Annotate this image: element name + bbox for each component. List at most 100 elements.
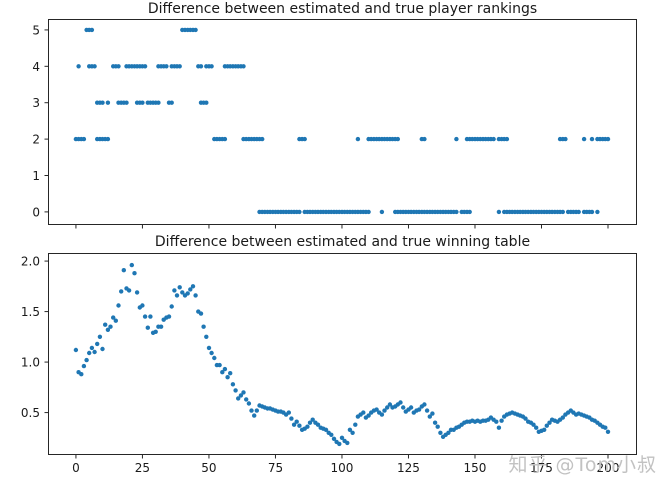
data-point	[347, 427, 353, 432]
data-point	[531, 422, 536, 427]
data-point	[605, 136, 611, 142]
data-point	[119, 289, 124, 294]
data-point	[339, 435, 345, 440]
data-point	[504, 136, 510, 142]
data-point	[193, 293, 198, 298]
data-point	[97, 334, 103, 339]
y-tick-label: 3	[32, 96, 40, 110]
plot-frame	[48, 19, 637, 225]
x-tick-label: 75	[268, 461, 283, 475]
data-point	[177, 285, 182, 290]
x-tick-label: 150	[464, 461, 487, 475]
data-point	[401, 405, 406, 410]
y-tick-label: 1.0	[21, 356, 40, 370]
data-point	[252, 413, 257, 418]
data-point	[201, 324, 206, 329]
data-point	[523, 416, 528, 421]
data-point	[355, 136, 361, 142]
data-point	[84, 357, 89, 363]
data-point	[105, 100, 111, 105]
data-point	[379, 412, 385, 417]
data-point	[212, 355, 217, 361]
data-point	[494, 419, 499, 424]
data-point	[73, 347, 79, 353]
data-point	[174, 293, 180, 298]
data-point	[435, 424, 440, 429]
axis-ticks	[44, 29, 609, 229]
data-point	[560, 209, 565, 215]
y-tick-label: 5	[32, 23, 40, 37]
data-point	[395, 136, 400, 142]
data-point	[116, 64, 121, 69]
winning-table-scatter-plot: 0.5 1.0 1.5 2.0 0 25 50 75 100 125 150 175 200	[21, 253, 637, 475]
data-point	[350, 430, 355, 435]
data-point	[236, 396, 241, 401]
data-point	[307, 420, 313, 425]
data-point	[496, 425, 502, 430]
data-point	[188, 287, 193, 292]
data-point	[172, 288, 177, 293]
data-point	[366, 209, 371, 215]
data-point	[92, 64, 97, 69]
data-point	[454, 209, 459, 215]
data-point	[331, 436, 337, 441]
data-point	[294, 419, 299, 424]
data-point	[79, 372, 84, 377]
x-tick-label: 175	[530, 461, 553, 475]
data-point	[424, 408, 430, 413]
data-point	[185, 291, 190, 296]
data-point	[315, 422, 321, 427]
data-point	[291, 422, 297, 427]
data-point	[499, 418, 504, 423]
data-point	[148, 314, 153, 319]
data-point	[467, 209, 472, 215]
data-point	[129, 262, 134, 268]
data-point	[220, 370, 225, 375]
data-point	[140, 303, 145, 308]
data-point	[228, 371, 233, 376]
axis-ticks	[44, 260, 609, 459]
plot-title-rankings: Difference between estimated and true pl…	[147, 1, 538, 17]
y-tick-label: 1	[32, 169, 40, 183]
data-point	[132, 271, 137, 276]
data-point	[491, 136, 496, 142]
data-point	[361, 410, 366, 415]
data-point	[576, 209, 581, 215]
data-point	[105, 327, 111, 332]
data-point	[113, 318, 119, 323]
data-point	[496, 209, 502, 215]
data-points	[73, 27, 611, 215]
data-point	[169, 304, 174, 309]
data-point	[438, 430, 443, 435]
data-point	[233, 388, 238, 393]
data-point	[204, 334, 209, 339]
data-point	[254, 408, 259, 413]
data-point	[108, 324, 113, 329]
data-point	[204, 100, 209, 105]
data-point	[81, 363, 87, 369]
data-point	[605, 429, 611, 434]
data-point	[100, 100, 105, 105]
data-point	[140, 100, 145, 105]
data-point	[225, 375, 230, 380]
data-point	[217, 362, 222, 368]
data-point	[323, 427, 329, 432]
data-point	[302, 136, 307, 142]
data-point	[222, 136, 228, 142]
data-point	[92, 349, 97, 355]
data-point	[422, 136, 427, 142]
data-point	[432, 420, 438, 425]
data-point	[286, 410, 291, 415]
data-point	[589, 209, 595, 215]
data-point	[560, 415, 565, 420]
data-point	[222, 366, 228, 372]
x-tick-label: 100	[331, 461, 354, 475]
y-tick-label: 4	[32, 60, 40, 74]
data-points	[73, 262, 611, 447]
data-point	[89, 345, 95, 351]
data-point	[416, 407, 422, 412]
data-point	[164, 64, 169, 69]
data-point	[153, 329, 158, 334]
data-point	[398, 400, 403, 405]
data-point	[105, 136, 111, 142]
